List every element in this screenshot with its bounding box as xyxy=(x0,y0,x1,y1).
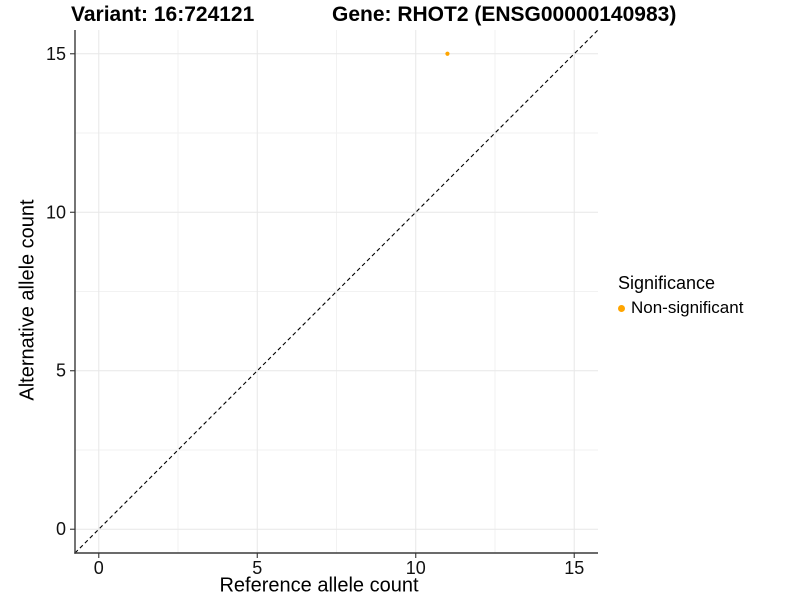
x-axis-label: Reference allele count xyxy=(219,574,419,597)
legend: Significance Non-significant xyxy=(618,273,743,318)
x-tick-label: 10 xyxy=(406,558,426,578)
legend-entry-label: Non-significant xyxy=(631,298,744,317)
y-axis-label: Alternative allele count xyxy=(16,199,39,401)
identity-line xyxy=(74,29,599,554)
y-tick-label: 5 xyxy=(56,361,66,381)
gene-title: Gene: RHOT2 (ENSG00000140983) xyxy=(332,3,677,26)
variant-title: Variant: 16:724121 xyxy=(71,3,255,26)
legend-point-icon xyxy=(618,304,625,312)
x-tick-label: 5 xyxy=(252,558,262,578)
data-point xyxy=(445,51,450,56)
y-tick-label: 15 xyxy=(46,44,66,64)
y-tick-label: 0 xyxy=(56,519,66,539)
x-tick-label: 15 xyxy=(564,558,584,578)
x-tick-label: 0 xyxy=(94,558,104,578)
legend-title: Significance xyxy=(618,273,716,293)
legend-entry: Non-significant xyxy=(618,298,743,318)
y-tick-label: 10 xyxy=(46,202,66,222)
